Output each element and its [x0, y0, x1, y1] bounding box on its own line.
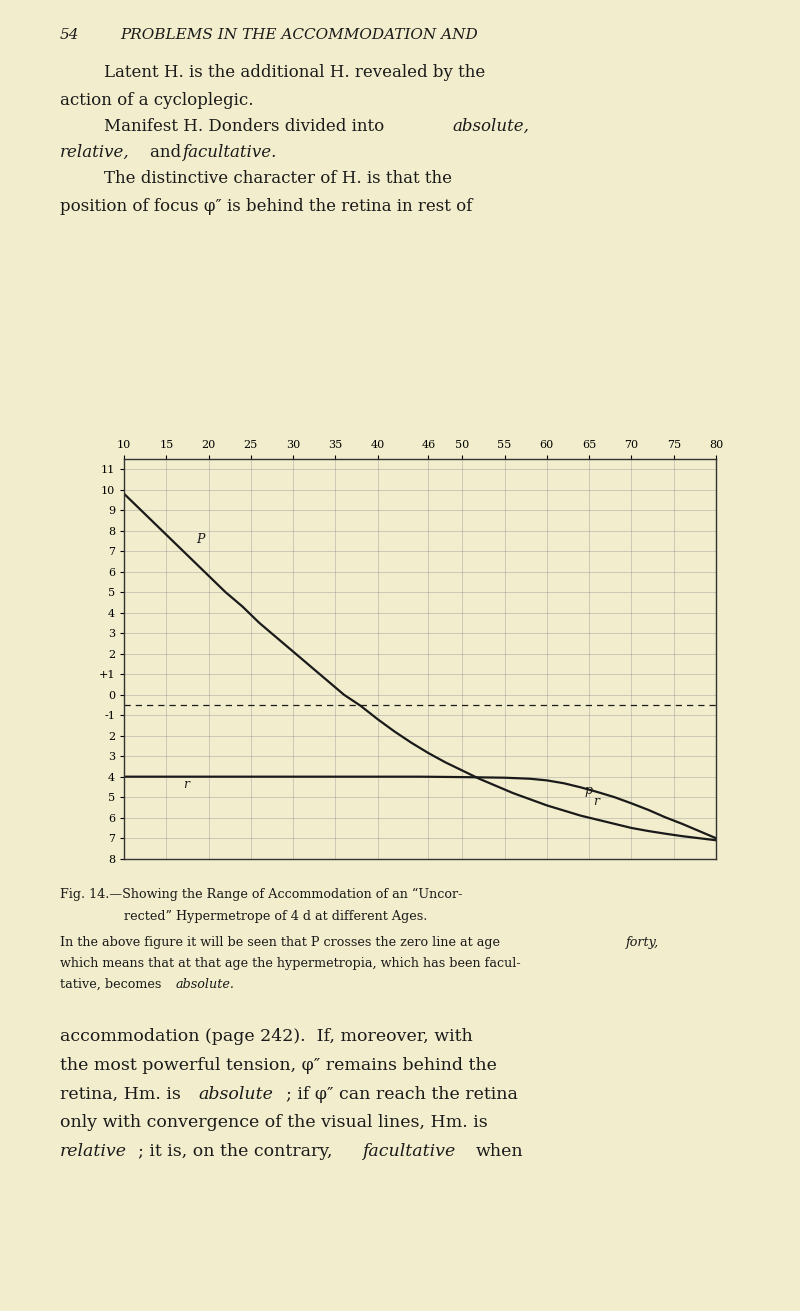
- Text: which means that at that age the hypermetropia, which has been facul-: which means that at that age the hyperme…: [60, 957, 521, 970]
- Text: PROBLEMS IN THE ACCOMMODATION AND: PROBLEMS IN THE ACCOMMODATION AND: [120, 28, 478, 42]
- Text: when: when: [476, 1143, 524, 1160]
- Text: relative: relative: [60, 1143, 127, 1160]
- Text: 54: 54: [60, 28, 79, 42]
- Text: forty,: forty,: [626, 936, 658, 949]
- Text: retina, Hm. is: retina, Hm. is: [60, 1086, 186, 1103]
- Text: ; if φ″ can reach the retina: ; if φ″ can reach the retina: [286, 1086, 518, 1103]
- Text: In the above figure it will be seen that P crosses the zero line at age: In the above figure it will be seen that…: [60, 936, 504, 949]
- Text: Latent H. is the additional H. revealed by the: Latent H. is the additional H. revealed …: [104, 64, 486, 81]
- Text: only with convergence of the visual lines, Hm. is: only with convergence of the visual line…: [60, 1114, 488, 1131]
- Text: tative, becomes: tative, becomes: [60, 978, 166, 991]
- Text: Fig. 14.—Showing the Range of Accommodation of an “Uncor-: Fig. 14.—Showing the Range of Accommodat…: [60, 888, 462, 901]
- Text: absolute,: absolute,: [452, 118, 529, 135]
- Text: The distinctive character of H. is that the: The distinctive character of H. is that …: [104, 170, 452, 187]
- Text: Manifest H. Donders divided into: Manifest H. Donders divided into: [104, 118, 390, 135]
- Text: rected” Hypermetrope of 4 d at different Ages.: rected” Hypermetrope of 4 d at different…: [124, 910, 427, 923]
- Text: action of a cycloplegic.: action of a cycloplegic.: [60, 92, 254, 109]
- Text: facultative.: facultative.: [182, 144, 277, 161]
- Text: r: r: [594, 796, 599, 809]
- Text: and: and: [150, 144, 186, 161]
- Text: relative,: relative,: [60, 144, 130, 161]
- Text: facultative: facultative: [362, 1143, 456, 1160]
- Text: r: r: [183, 777, 189, 791]
- Text: absolute: absolute: [198, 1086, 274, 1103]
- Text: accommodation (page 242).  If, moreover, with: accommodation (page 242). If, moreover, …: [60, 1028, 473, 1045]
- Text: the most powerful tension, φ″ remains behind the: the most powerful tension, φ″ remains be…: [60, 1057, 497, 1074]
- Text: p: p: [585, 784, 593, 797]
- Text: ; it is, on the contrary,: ; it is, on the contrary,: [138, 1143, 338, 1160]
- Text: P: P: [196, 534, 204, 545]
- Text: absolute.: absolute.: [176, 978, 235, 991]
- Text: position of focus φ″ is behind the retina in rest of: position of focus φ″ is behind the retin…: [60, 198, 472, 215]
